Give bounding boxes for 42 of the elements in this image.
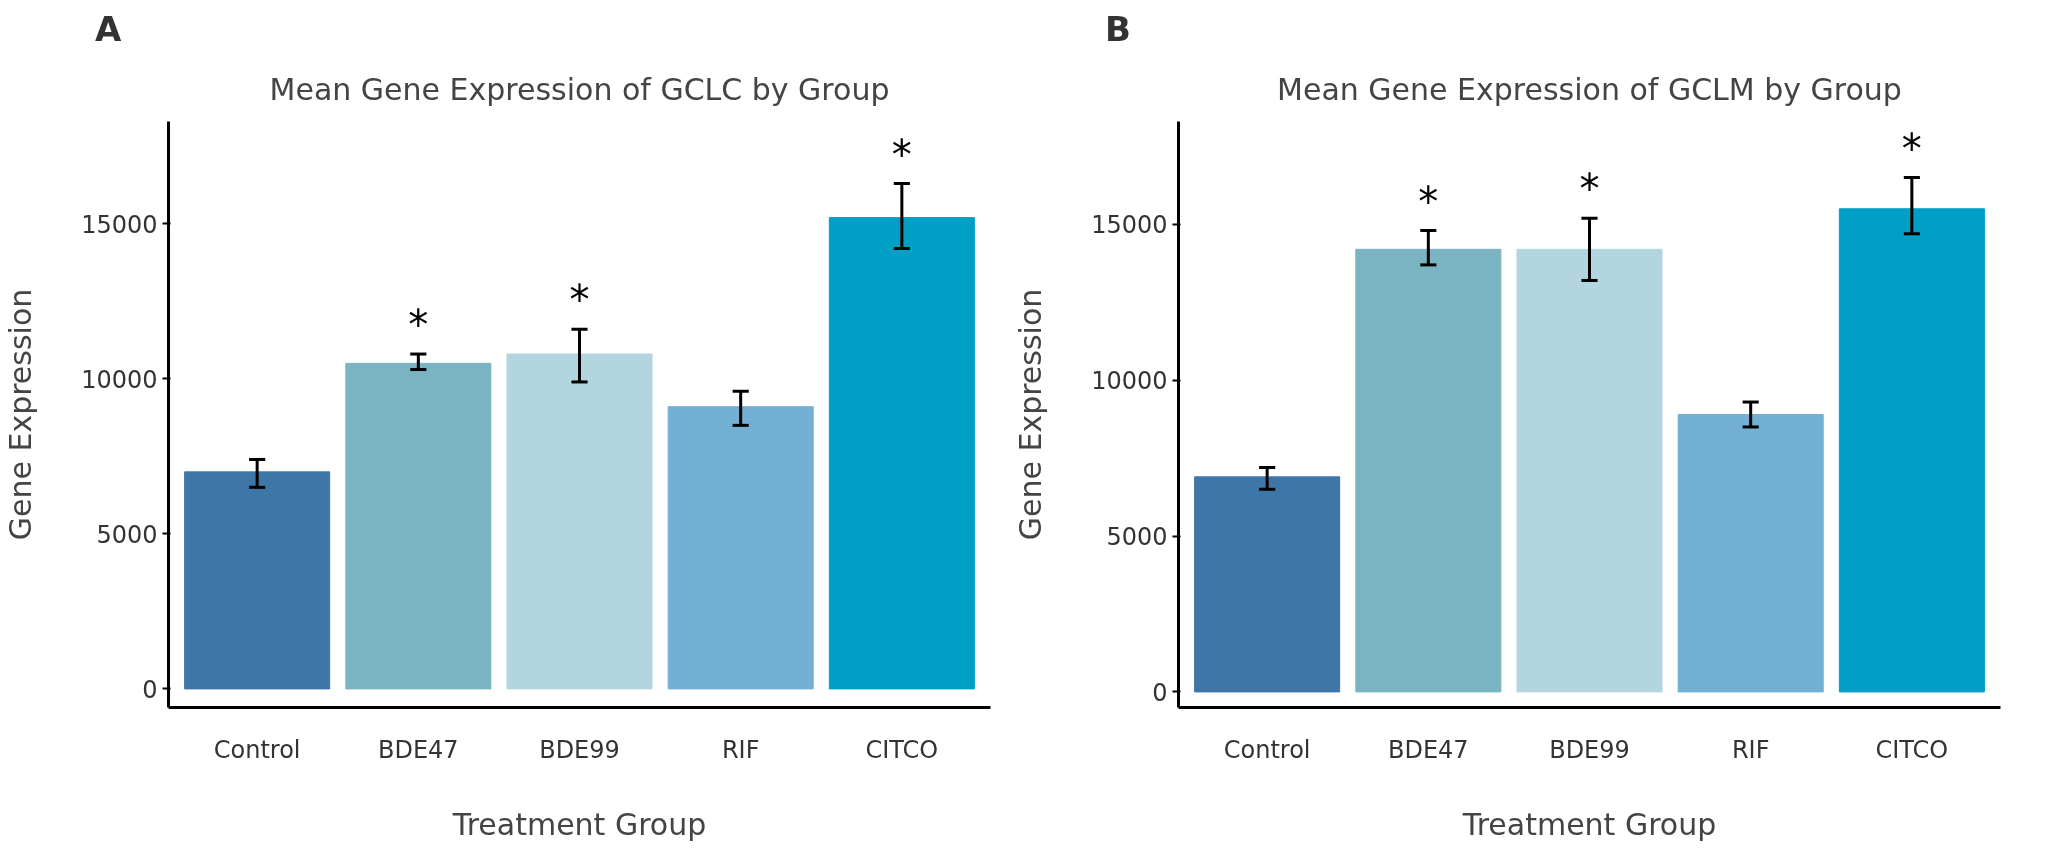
x-tick-label: BDE47	[378, 735, 459, 764]
bar	[1355, 248, 1502, 693]
x-tick-label: CITCO	[1875, 735, 1949, 764]
text: B	[1105, 8, 1131, 51]
bar	[345, 362, 492, 690]
data-label: *	[891, 131, 912, 178]
data-label: *	[1579, 166, 1600, 213]
y-tick-label: 5000	[96, 520, 158, 549]
y-tick-label: 10000	[1091, 367, 1168, 396]
x-tick-label: BDE47	[1388, 735, 1469, 764]
data-label: *	[569, 277, 590, 324]
x-axis-title: Treatment Group	[1461, 806, 1717, 842]
bar	[1516, 248, 1663, 693]
y-tick-label: 0	[142, 675, 158, 704]
bar	[828, 217, 975, 690]
x-tick-label: RIF	[721, 735, 760, 764]
x-tick-label: Control	[1223, 735, 1311, 764]
data-label: *	[1418, 178, 1439, 225]
bar	[1677, 414, 1824, 693]
data-label: *	[1901, 125, 1922, 172]
x-tick-label: BDE99	[539, 735, 620, 764]
x-axis-title: Treatment Group	[451, 806, 707, 842]
bar	[1838, 208, 1985, 693]
text: A	[95, 8, 122, 51]
bar	[184, 471, 331, 690]
y-tick-label: 10000	[81, 365, 158, 394]
y-tick-label: 0	[1152, 678, 1168, 707]
y-tick-label: 15000	[1091, 211, 1168, 240]
x-tick-label: RIF	[1731, 735, 1770, 764]
data-label: *	[408, 302, 429, 349]
bar	[1194, 476, 1341, 693]
x-tick-label: CITCO	[865, 735, 939, 764]
x-tick-label: Control	[213, 735, 301, 764]
bar	[506, 353, 653, 690]
y-tick-label: 15000	[81, 210, 158, 239]
y-tick-label: 5000	[1106, 523, 1168, 552]
y-axis-title: Gene Expression	[3, 288, 39, 541]
x-tick-label: BDE99	[1549, 735, 1630, 764]
chart-title: Mean Gene Expression of GCLM by Group	[1277, 71, 1902, 107]
bar	[667, 406, 814, 690]
chart-title: Mean Gene Expression of GCLC by Group	[269, 71, 890, 107]
y-axis-title: Gene Expression	[1013, 288, 1049, 541]
